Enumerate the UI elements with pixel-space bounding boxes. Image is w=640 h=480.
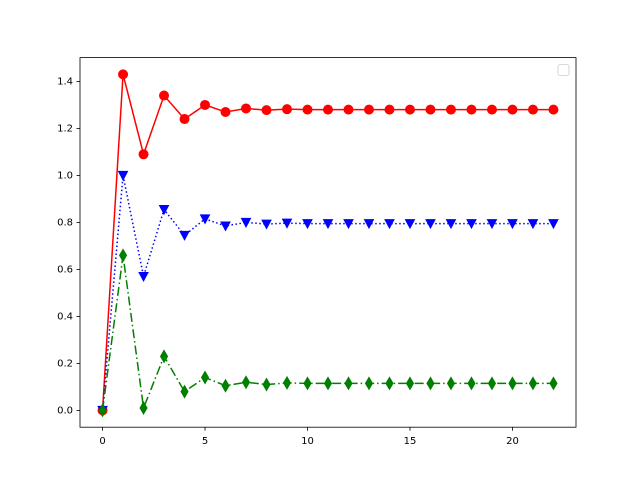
marker	[98, 403, 107, 418]
marker	[200, 99, 211, 110]
marker	[139, 401, 148, 416]
marker	[282, 375, 292, 390]
marker	[138, 149, 149, 160]
marker	[466, 219, 477, 230]
x-tick-label: 5	[202, 436, 208, 447]
marker	[343, 219, 354, 230]
marker	[262, 377, 271, 392]
marker	[261, 219, 272, 230]
marker	[527, 219, 539, 230]
x-tick-label: 10	[301, 436, 314, 447]
marker	[281, 218, 293, 229]
marker	[507, 219, 518, 230]
marker	[302, 219, 313, 230]
marker	[179, 230, 190, 241]
marker	[425, 219, 436, 230]
marker	[549, 376, 558, 391]
marker	[384, 104, 395, 115]
marker	[363, 219, 375, 230]
marker	[363, 104, 374, 115]
marker	[159, 90, 170, 101]
marker	[241, 103, 252, 114]
marker	[220, 106, 231, 117]
marker	[404, 104, 415, 115]
marker	[486, 104, 497, 115]
marker	[426, 376, 435, 391]
marker	[528, 376, 538, 391]
marker	[282, 104, 293, 115]
marker	[158, 205, 170, 216]
marker	[220, 221, 231, 232]
marker	[404, 219, 416, 230]
marker	[118, 248, 128, 263]
marker	[322, 219, 334, 230]
y-tick-label: 1.0	[57, 170, 73, 181]
marker	[303, 376, 312, 391]
marker	[548, 104, 559, 115]
marker	[405, 376, 415, 391]
marker	[486, 219, 498, 230]
x-tick-label: 15	[404, 436, 417, 447]
marker	[445, 219, 457, 230]
marker	[466, 104, 477, 115]
marker	[508, 376, 517, 391]
y-tick-label: 0.2	[57, 358, 73, 369]
marker	[343, 104, 354, 115]
marker	[221, 378, 230, 393]
marker	[240, 217, 252, 228]
x-tick-label: 20	[506, 436, 519, 447]
marker	[323, 376, 333, 391]
marker	[180, 384, 189, 399]
marker	[179, 114, 190, 125]
marker	[385, 376, 394, 391]
marker	[200, 370, 210, 385]
y-tick-label: 0.8	[57, 217, 73, 228]
marker	[117, 170, 129, 182]
marker	[261, 105, 272, 116]
marker	[445, 104, 456, 115]
marker	[467, 376, 476, 391]
marker	[527, 104, 538, 115]
y-tick-label: 0.6	[57, 264, 73, 275]
marker	[446, 376, 456, 391]
y-tick-label: 0.0	[57, 405, 73, 416]
marker	[344, 376, 353, 391]
marker	[425, 104, 436, 115]
marker	[487, 376, 497, 391]
marker	[302, 104, 313, 115]
marker	[159, 349, 169, 364]
legend	[557, 64, 570, 76]
marker	[364, 376, 374, 391]
x-tick-label: 0	[99, 436, 105, 447]
y-tick-label: 0.4	[57, 311, 73, 322]
marker	[199, 214, 211, 225]
y-tick-label: 1.4	[57, 76, 73, 87]
marker	[138, 271, 149, 283]
marker	[384, 219, 395, 230]
marker	[323, 104, 333, 115]
axes-frame	[79, 57, 577, 428]
y-tick-label: 1.2	[57, 123, 73, 134]
marker	[548, 219, 559, 230]
marker	[507, 104, 518, 115]
marker	[118, 69, 129, 80]
marker	[241, 375, 251, 390]
